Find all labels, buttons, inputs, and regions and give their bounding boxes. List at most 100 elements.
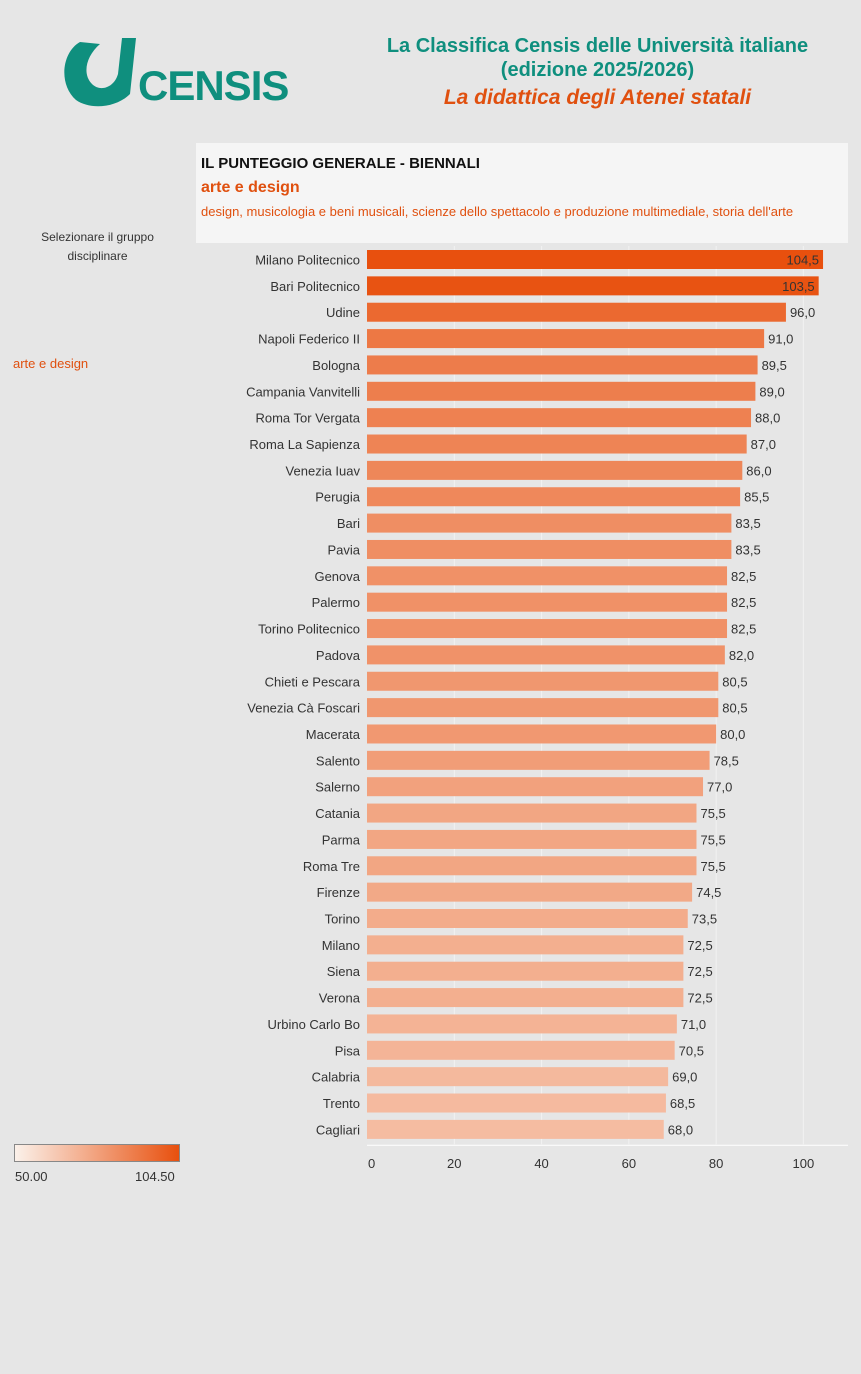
bar xyxy=(367,434,747,454)
category-label: Catania xyxy=(315,806,361,821)
category-label: Parma xyxy=(322,832,361,847)
category-label: Padova xyxy=(316,648,361,663)
data-label: 75,5 xyxy=(700,832,725,847)
data-label: 72,5 xyxy=(687,938,712,953)
x-tick-label: 20 xyxy=(447,1156,461,1171)
logo-text: CENSIS xyxy=(138,62,288,108)
bar xyxy=(367,988,684,1008)
bar xyxy=(367,381,756,401)
category-label: Genova xyxy=(314,569,360,584)
data-label: 71,0 xyxy=(681,1017,706,1032)
data-label: 85,5 xyxy=(744,490,769,505)
bar xyxy=(367,803,697,823)
category-label: Macerata xyxy=(306,727,361,742)
data-label: 78,5 xyxy=(714,753,739,768)
data-label: 82,5 xyxy=(731,595,756,610)
data-label: 103,5 xyxy=(782,279,815,294)
category-label: Udine xyxy=(326,305,360,320)
category-label: Torino Politecnico xyxy=(258,622,360,637)
bar xyxy=(367,909,688,928)
category-label: Bari Politecnico xyxy=(270,279,360,294)
report-subtitle: La didattica degli Atenei statali xyxy=(443,86,752,109)
x-tick-label: 40 xyxy=(534,1156,548,1171)
bar xyxy=(367,539,732,559)
chart-group-description: design, musicologia e beni musicali, sci… xyxy=(201,204,794,219)
x-tick-label: 0 xyxy=(368,1156,375,1171)
bar xyxy=(367,961,684,981)
bar xyxy=(367,460,743,480)
bar xyxy=(367,1067,669,1087)
data-label: 82,5 xyxy=(731,569,756,584)
chart-group-name: arte e design xyxy=(201,179,300,196)
bar xyxy=(367,329,765,349)
bar xyxy=(367,487,741,507)
data-label: 68,0 xyxy=(668,1122,693,1137)
bar xyxy=(367,1093,666,1113)
chart-header-panel: IL PUNTEGGIO GENERALE - BIENNALI arte e … xyxy=(196,143,848,243)
data-label: 74,5 xyxy=(696,885,721,900)
category-label: Cagliari xyxy=(316,1122,360,1137)
category-label: Roma Tor Vergata xyxy=(255,411,360,426)
category-label: Napoli Federico II xyxy=(258,332,360,347)
bar xyxy=(367,619,728,639)
data-label: 83,5 xyxy=(735,542,760,557)
data-label: 83,5 xyxy=(735,516,760,531)
data-label: 73,5 xyxy=(692,912,717,927)
category-label: Pisa xyxy=(335,1043,361,1058)
bar xyxy=(367,408,752,428)
data-label: 72,5 xyxy=(687,991,712,1006)
category-label: Bologna xyxy=(312,358,360,373)
category-label: Campania Vanvitelli xyxy=(246,384,360,399)
data-label: 80,0 xyxy=(720,727,745,742)
category-label: Pavia xyxy=(327,542,360,557)
bar xyxy=(367,1014,677,1034)
bar xyxy=(367,671,719,691)
category-label: Bari xyxy=(337,516,360,531)
bar xyxy=(367,592,728,612)
category-label: Chieti e Pescara xyxy=(265,674,361,689)
group-filter-option[interactable]: arte e design xyxy=(13,356,89,371)
x-tick-label: 60 xyxy=(622,1156,636,1171)
bar xyxy=(367,250,824,269)
bar xyxy=(367,302,786,322)
data-label: 75,5 xyxy=(700,806,725,821)
data-label: 104,5 xyxy=(786,253,819,268)
x-tick-label: 100 xyxy=(793,1156,815,1171)
category-label: Salerno xyxy=(315,780,360,795)
bar xyxy=(367,829,697,849)
category-label: Firenze xyxy=(317,885,360,900)
bar xyxy=(367,355,758,375)
category-label: Venezia Iuav xyxy=(286,463,361,478)
logo-swoosh-icon xyxy=(64,38,136,107)
report-title: La Classifica Censis delle Università it… xyxy=(340,34,855,82)
category-label: Venezia Cà Foscari xyxy=(247,701,360,716)
data-label: 69,0 xyxy=(672,1070,697,1085)
bar xyxy=(367,566,728,586)
category-label: Torino xyxy=(325,912,360,927)
bar xyxy=(367,856,697,876)
data-label: 96,0 xyxy=(790,305,815,320)
censis-logo: CENSIS xyxy=(64,38,289,108)
data-label: 91,0 xyxy=(768,332,793,347)
category-label: Palermo xyxy=(312,595,360,610)
category-label: Calabria xyxy=(312,1070,361,1085)
bar xyxy=(367,276,819,296)
legend-max-value: 104.50 xyxy=(135,1169,175,1184)
category-label: Roma Tre xyxy=(303,859,360,874)
data-label: 89,5 xyxy=(762,358,787,373)
bar xyxy=(367,724,717,744)
data-label: 80,5 xyxy=(722,701,747,716)
category-label: Siena xyxy=(327,964,361,979)
category-label: Salento xyxy=(316,753,360,768)
color-legend-bar xyxy=(14,1144,180,1162)
chart-title: IL PUNTEGGIO GENERALE - BIENNALI xyxy=(201,155,480,172)
bar xyxy=(367,698,719,718)
category-label: Urbino Carlo Bo xyxy=(268,1017,361,1032)
data-label: 75,5 xyxy=(700,859,725,874)
data-label: 68,5 xyxy=(670,1096,695,1111)
bar xyxy=(367,882,693,902)
bar xyxy=(367,1040,675,1060)
x-tick-label: 80 xyxy=(709,1156,723,1171)
bar xyxy=(367,935,684,955)
report-title-line2: (edizione 2025/2026) xyxy=(500,59,695,81)
